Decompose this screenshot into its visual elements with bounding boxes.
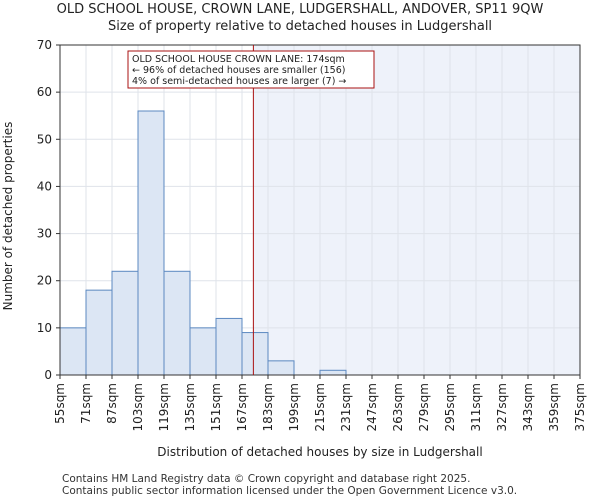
chart-subtitle: Size of property relative to detached ho… — [107, 19, 493, 34]
x-tick-label: 103sqm — [131, 383, 145, 431]
bar — [189, 327, 217, 376]
bar — [163, 270, 191, 376]
x-tick-label: 55sqm — [53, 383, 67, 424]
y-tick-label: 50 — [37, 132, 52, 146]
x-tick-label: 359sqm — [547, 383, 561, 431]
y-tick-label: 70 — [37, 38, 52, 52]
bar — [241, 332, 269, 376]
x-tick-label: 215sqm — [313, 383, 327, 431]
bar — [319, 369, 347, 376]
bar — [137, 110, 165, 376]
y-tick-label: 30 — [37, 227, 52, 241]
x-tick-label: 231sqm — [339, 383, 353, 431]
y-tick-label: 60 — [37, 85, 52, 99]
y-tick-label: 10 — [37, 321, 52, 335]
y-tick-label: 20 — [37, 274, 52, 288]
x-tick-label: 151sqm — [209, 383, 223, 431]
x-tick-label: 375sqm — [573, 383, 587, 431]
bar — [267, 360, 295, 376]
x-tick-label: 311sqm — [469, 383, 483, 431]
bar — [215, 317, 243, 376]
x-tick-label: 343sqm — [521, 383, 535, 431]
annotation-box — [127, 50, 375, 89]
annotation-line-2: ← 96% of detached houses are smaller (15… — [132, 65, 345, 76]
x-tick-label: 327sqm — [495, 383, 509, 431]
x-tick-label: 199sqm — [287, 383, 301, 431]
footer-attribution-2: Contains public sector information licen… — [62, 485, 518, 497]
x-tick-label: 167sqm — [235, 383, 249, 431]
annotation-line-3: 4% of semi-detached houses are larger (7… — [132, 76, 346, 87]
x-tick-label: 183sqm — [261, 383, 275, 431]
x-axis-label: Distribution of detached houses by size … — [157, 445, 482, 459]
x-tick-label: 87sqm — [105, 383, 119, 424]
highlight-region — [253, 45, 580, 375]
x-tick-label: 247sqm — [365, 383, 379, 431]
bar — [59, 327, 87, 376]
x-tick-label: 71sqm — [79, 383, 93, 424]
x-tick-label: 119sqm — [157, 383, 171, 431]
y-tick-label: 0 — [44, 368, 52, 382]
footer-attribution-1: Contains HM Land Registry data © Crown c… — [62, 473, 471, 485]
x-tick-label: 295sqm — [443, 383, 457, 431]
y-axis-label: Number of detached properties — [1, 122, 15, 311]
x-tick-label: 279sqm — [417, 383, 431, 431]
chart-title: OLD SCHOOL HOUSE, CROWN LANE, LUDGERSHAL… — [56, 2, 544, 17]
annotation-line-1: OLD SCHOOL HOUSE CROWN LANE: 174sqm — [132, 54, 345, 65]
bar — [85, 289, 113, 376]
x-tick-label: 263sqm — [391, 383, 405, 431]
y-tick-label: 40 — [37, 179, 52, 193]
x-tick-label: 135sqm — [183, 383, 197, 431]
bar — [111, 270, 139, 376]
